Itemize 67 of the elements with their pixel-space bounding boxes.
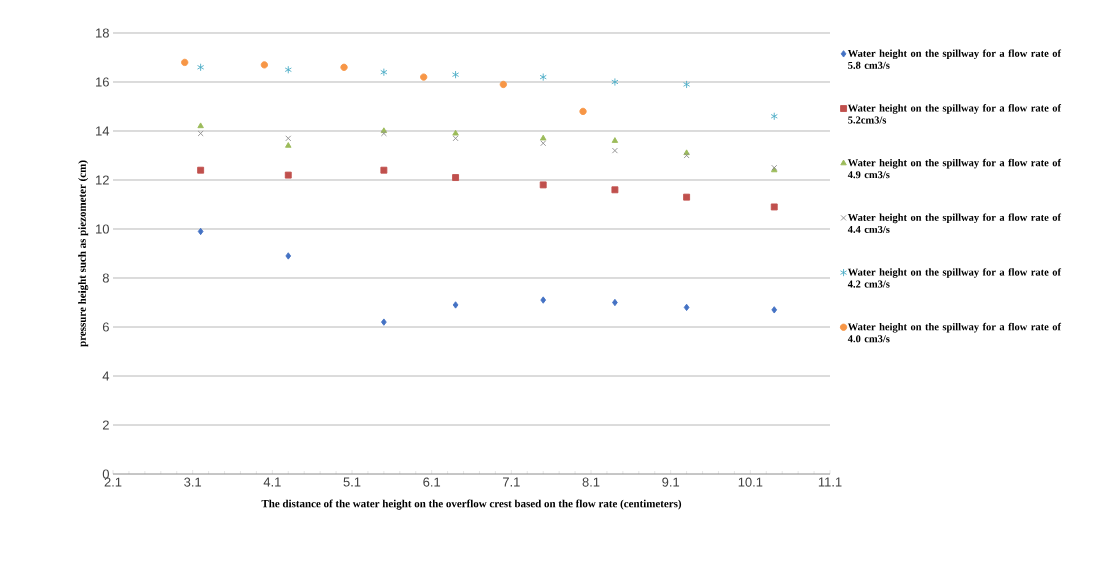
legend-label: Water height on the spillway for a flow rate of 4.2 cm3/s xyxy=(847,268,1062,288)
point xyxy=(539,73,547,82)
y-tick-label: 10 xyxy=(96,224,109,234)
point xyxy=(284,65,292,74)
point xyxy=(420,73,428,81)
point xyxy=(260,61,268,69)
point xyxy=(540,140,547,147)
point xyxy=(611,77,619,87)
point xyxy=(770,203,778,211)
x-tick-label: 11.1 xyxy=(818,477,842,487)
y-axis-title: pressure height such as piezometer (cm) xyxy=(78,160,89,347)
point xyxy=(197,227,204,236)
y-tick-label: 8 xyxy=(102,273,109,283)
point xyxy=(452,135,459,142)
point xyxy=(380,68,388,77)
point xyxy=(683,80,691,89)
point xyxy=(452,301,459,309)
point xyxy=(539,181,547,189)
point xyxy=(611,186,619,194)
point xyxy=(499,80,508,89)
x-tick-label: 9.1 xyxy=(662,477,680,487)
y-tick-label: 6 xyxy=(102,322,109,332)
point xyxy=(197,166,205,174)
legend-label: Water height on the spillway for a flow rate of 4.4 cm3/s xyxy=(847,213,1062,233)
point xyxy=(285,252,292,260)
point xyxy=(611,147,618,154)
y-tick-label: 12 xyxy=(96,175,109,185)
x-tick-label: 5.1 xyxy=(343,477,361,487)
point xyxy=(197,63,205,72)
y-tick-label: 18 xyxy=(96,28,109,38)
point xyxy=(340,63,348,71)
legend-label: Water height on the spillway for a flow rate of 4.9 cm3/s xyxy=(847,158,1062,179)
x-tick-label: 8.1 xyxy=(582,477,600,487)
y-tick-label: 0 xyxy=(102,469,109,479)
x-tick-label: 4.1 xyxy=(263,477,281,487)
point xyxy=(197,130,204,137)
point xyxy=(285,142,292,148)
point xyxy=(452,174,460,181)
point xyxy=(284,171,292,179)
x-tick-label: 10.1 xyxy=(738,477,763,487)
x-axis-title: The distance of the water height on the overflow crest based on the flow rate (centimeters) xyxy=(261,499,682,510)
y-tick-label: 16 xyxy=(96,77,109,87)
x-tick-label: 2.1 xyxy=(104,477,122,487)
point xyxy=(579,107,587,116)
point xyxy=(380,166,388,174)
point xyxy=(452,129,459,136)
y-tick-label: 2 xyxy=(102,420,109,430)
point xyxy=(452,70,460,79)
x-tick-label: 6.1 xyxy=(423,477,441,487)
x-tick-label: 3.1 xyxy=(184,477,202,487)
legend-label: Water height on the spillway for a flow rate of 4.0 cm3/s xyxy=(847,322,1062,343)
y-tick-label: 14 xyxy=(96,126,110,136)
point xyxy=(381,318,387,326)
legend-label: Water height on the spillway for a flow rate of 5.8 cm3/s xyxy=(847,49,1062,69)
point xyxy=(197,122,204,129)
x-tick-label: 7.1 xyxy=(503,477,520,487)
point xyxy=(181,58,189,67)
point xyxy=(611,137,619,143)
point xyxy=(770,112,778,121)
point xyxy=(683,193,691,201)
legend-label: Water height on the spillway for a flow rate of 5.2cm3/s xyxy=(847,104,1062,124)
point xyxy=(285,135,292,142)
point xyxy=(683,303,690,312)
point xyxy=(540,134,547,141)
y-tick-label: 4 xyxy=(102,371,110,381)
point xyxy=(771,306,778,314)
point xyxy=(540,296,547,304)
